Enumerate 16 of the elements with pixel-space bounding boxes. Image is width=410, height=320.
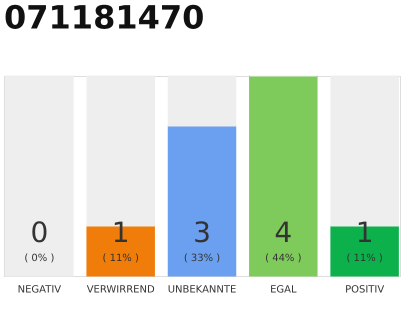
data-label: 4	[274, 216, 292, 249]
data-label: 1	[356, 216, 374, 249]
annotation: ( 11% )	[346, 253, 383, 264]
annotation: ( 0% )	[24, 253, 54, 264]
x-tick-label: NEGATIV	[18, 284, 62, 296]
x-tick-label: EGAL	[270, 284, 297, 296]
annotation: ( 11% )	[102, 253, 139, 264]
x-tick-label: UNBEKANNTE	[168, 284, 236, 296]
data-label: 0	[30, 216, 48, 249]
data-label: 1	[112, 216, 130, 249]
data-label: 3	[193, 216, 211, 249]
chart-title: 071181470	[4, 0, 204, 36]
annotation: ( 33% )	[184, 253, 220, 264]
x-tick-label: POSITIV	[345, 284, 384, 296]
x-tick-label: VERWIRREND	[86, 284, 155, 296]
annotation: ( 44% )	[265, 253, 302, 264]
